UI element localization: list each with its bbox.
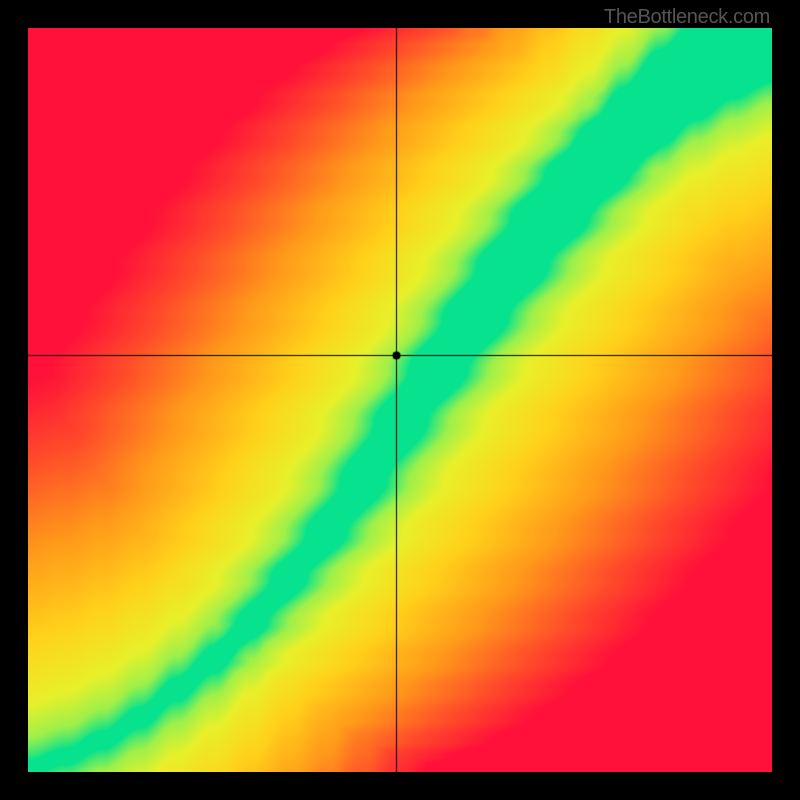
heatmap-canvas [28,28,772,772]
heatmap-plot [28,28,772,772]
watermark-text: TheBottleneck.com [604,6,770,29]
chart-root: { "watermark": "TheBottleneck.com", "can… [0,0,800,800]
